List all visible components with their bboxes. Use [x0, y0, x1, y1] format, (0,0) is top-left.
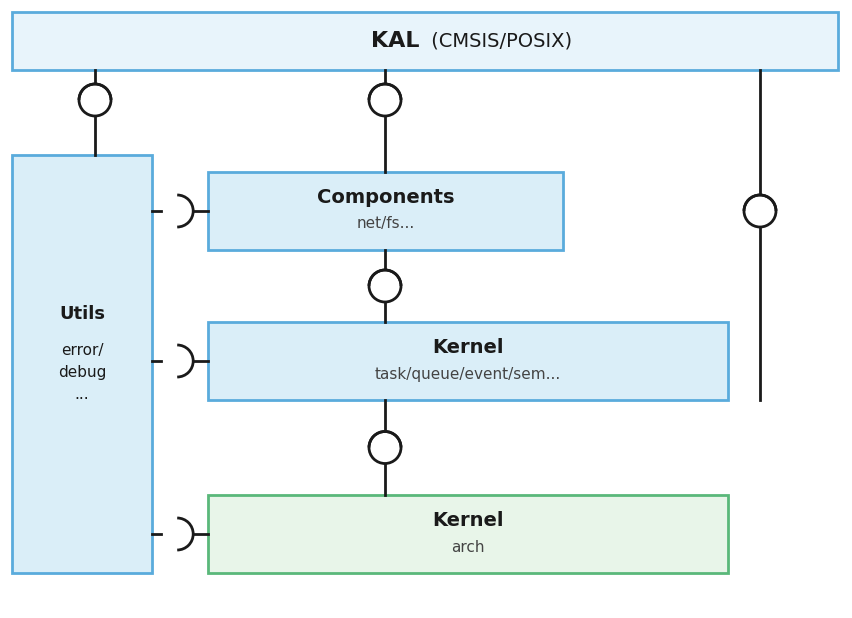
Text: Components: Components: [316, 188, 454, 208]
Text: Kernel: Kernel: [432, 512, 504, 530]
Circle shape: [369, 431, 400, 464]
Text: (CMSIS/POSIX): (CMSIS/POSIX): [424, 32, 572, 51]
FancyBboxPatch shape: [208, 172, 562, 250]
FancyBboxPatch shape: [208, 322, 727, 400]
Text: Kernel: Kernel: [432, 339, 504, 357]
FancyBboxPatch shape: [12, 155, 152, 573]
Text: arch: arch: [451, 540, 484, 554]
Text: Utils: Utils: [59, 305, 105, 323]
FancyBboxPatch shape: [208, 495, 727, 573]
Text: error/
debug
...: error/ debug ...: [58, 342, 106, 402]
Circle shape: [743, 195, 775, 227]
Circle shape: [79, 84, 111, 116]
Circle shape: [369, 84, 400, 116]
Text: KAL: KAL: [371, 31, 419, 51]
FancyBboxPatch shape: [12, 12, 837, 70]
Text: task/queue/event/sem...: task/queue/event/sem...: [374, 366, 561, 381]
Text: net/fs...: net/fs...: [356, 216, 414, 232]
Circle shape: [369, 270, 400, 302]
